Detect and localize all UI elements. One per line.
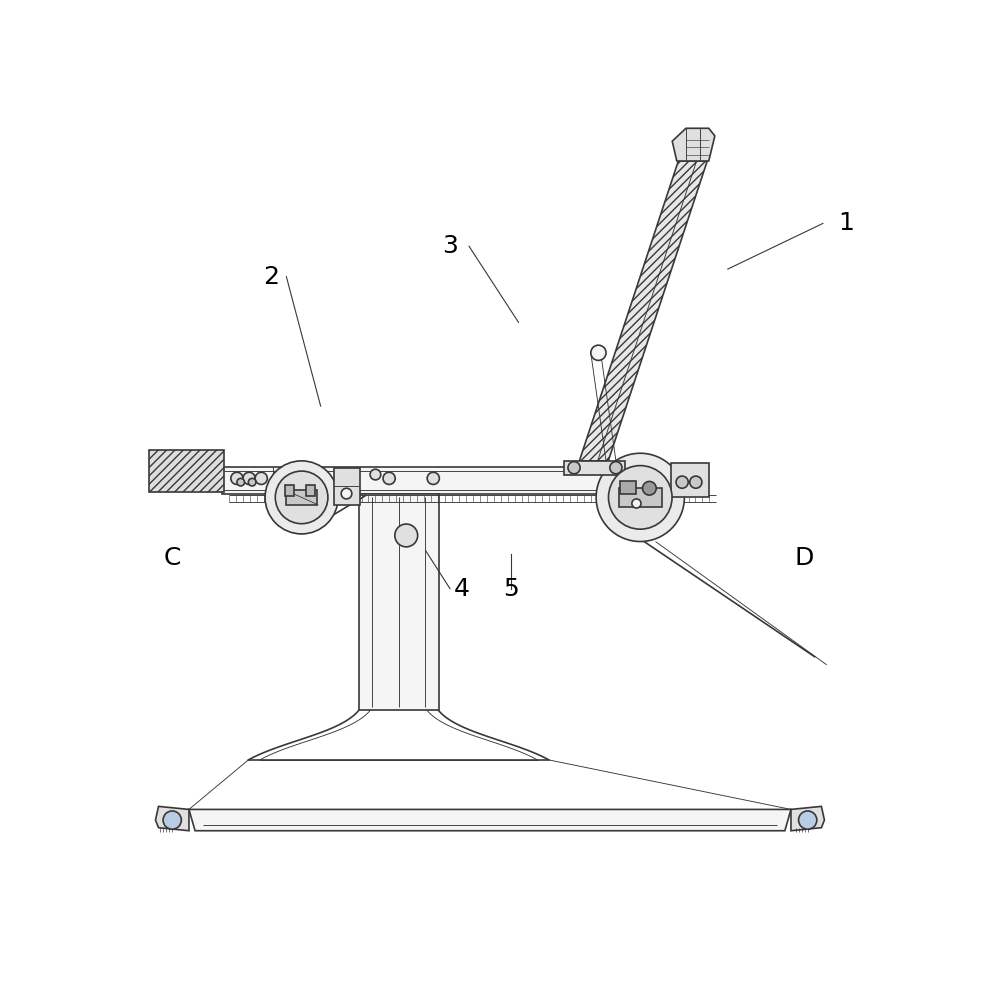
Bar <box>619 488 662 507</box>
Circle shape <box>610 462 622 474</box>
Polygon shape <box>579 161 707 461</box>
Text: C: C <box>164 546 181 570</box>
Text: D: D <box>794 546 813 570</box>
Circle shape <box>231 472 243 484</box>
Circle shape <box>798 811 817 829</box>
Circle shape <box>255 472 267 484</box>
Text: 4: 4 <box>454 577 469 601</box>
Circle shape <box>265 461 338 534</box>
Polygon shape <box>155 806 189 831</box>
Circle shape <box>676 476 688 488</box>
Polygon shape <box>149 450 224 492</box>
Circle shape <box>383 472 395 484</box>
Text: 1: 1 <box>838 211 853 235</box>
Polygon shape <box>671 463 709 497</box>
Bar <box>285 485 294 496</box>
Polygon shape <box>564 461 626 475</box>
Circle shape <box>163 811 182 829</box>
Circle shape <box>395 524 417 547</box>
Text: 3: 3 <box>442 234 458 258</box>
Bar <box>306 485 315 496</box>
Circle shape <box>609 466 672 529</box>
Polygon shape <box>673 128 715 161</box>
Bar <box>287 490 317 505</box>
Circle shape <box>568 462 580 474</box>
Bar <box>334 468 360 505</box>
Text: 2: 2 <box>263 265 279 289</box>
Circle shape <box>596 453 684 542</box>
Polygon shape <box>222 467 701 494</box>
Circle shape <box>237 478 245 486</box>
Circle shape <box>243 472 255 484</box>
Circle shape <box>642 481 656 495</box>
Circle shape <box>341 488 352 499</box>
Circle shape <box>275 471 328 524</box>
Circle shape <box>631 499 641 508</box>
Circle shape <box>689 476 702 488</box>
Bar <box>358 494 439 710</box>
Circle shape <box>591 345 606 360</box>
Text: 5: 5 <box>503 577 518 601</box>
Circle shape <box>248 478 256 486</box>
Polygon shape <box>791 806 825 831</box>
Bar <box>621 481 635 494</box>
Circle shape <box>427 472 439 484</box>
Polygon shape <box>189 809 791 831</box>
Circle shape <box>370 469 381 480</box>
